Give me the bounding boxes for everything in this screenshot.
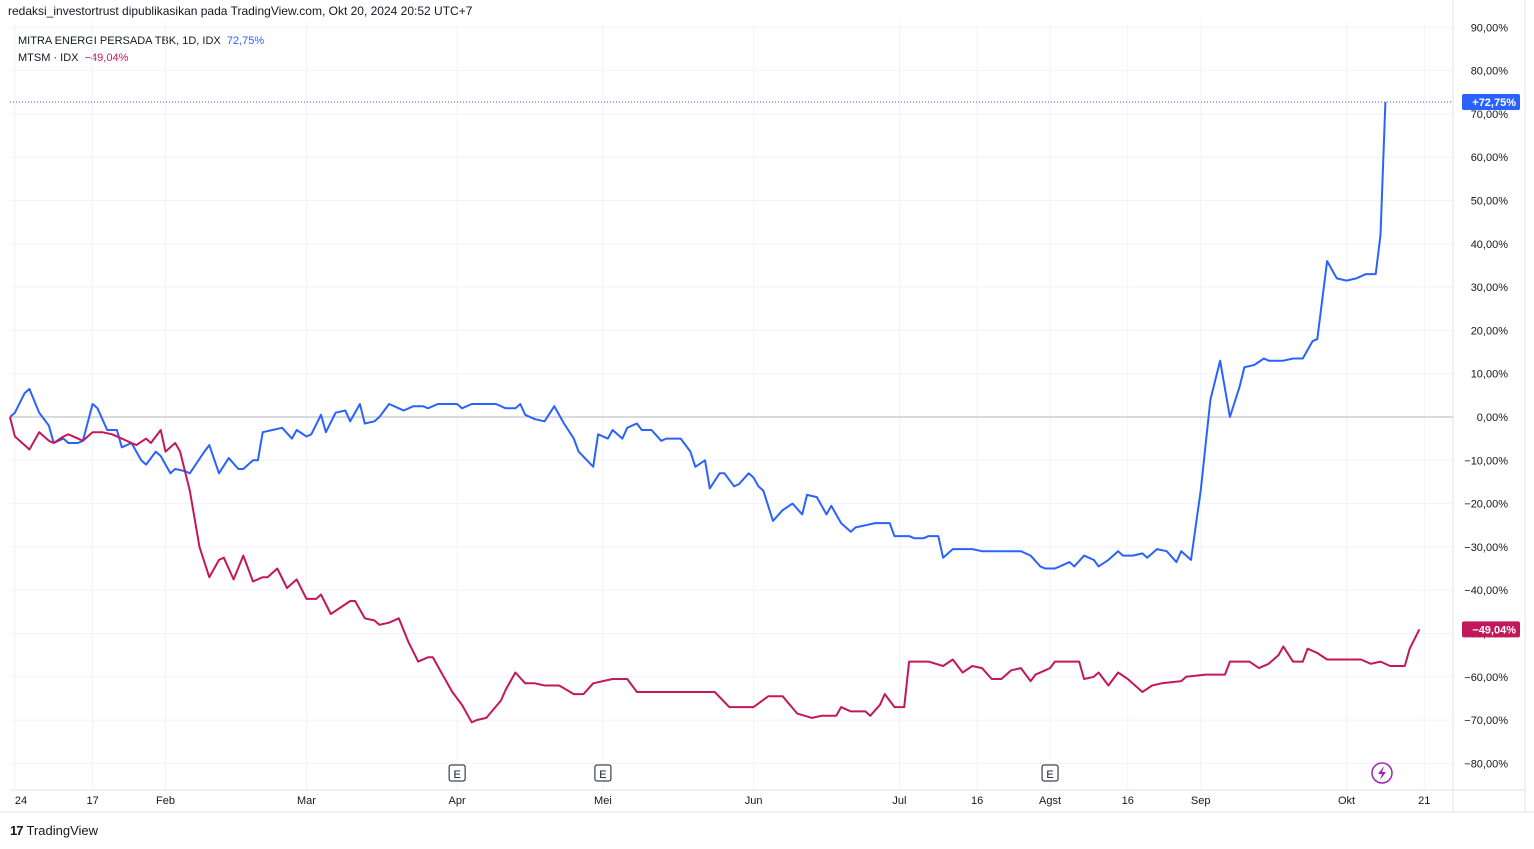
earnings-marker	[594, 764, 612, 782]
footer-brand-label: TradingView	[26, 823, 99, 838]
x-tick-label: Mei	[594, 795, 612, 807]
x-tick-label: Agst	[1039, 795, 1061, 807]
y-tick-label: −80,00%	[1464, 758, 1508, 770]
y-tick-label: 50,00%	[1471, 196, 1509, 208]
x-tick-label: 17	[86, 795, 98, 807]
price-label-badge	[1462, 93, 1520, 110]
x-tick-label: 16	[1122, 795, 1134, 807]
tradingview-logo-icon: 17	[10, 823, 24, 838]
y-tick-label: 20,00%	[1471, 325, 1509, 337]
y-tick-label: 70,00%	[1471, 109, 1509, 121]
series-line-2	[9, 416, 1421, 724]
series-line-1	[9, 101, 1387, 570]
earnings-marker	[1041, 764, 1059, 782]
x-tick-label: Mar	[297, 795, 316, 807]
earnings-marker	[448, 764, 466, 782]
y-tick-label: 10,00%	[1471, 369, 1509, 381]
y-tick-label: −30,00%	[1464, 542, 1508, 554]
y-tick-label: 30,00%	[1471, 282, 1509, 294]
y-tick-label: 80,00%	[1471, 66, 1509, 78]
x-tick-label: 16	[971, 795, 983, 807]
price-label-text: +72,75%	[1472, 97, 1516, 109]
lightning-icon-bolt	[1378, 766, 1386, 780]
footer-brand[interactable]: 17 TradingView	[10, 823, 98, 838]
legend-series-1-value: 72,75%	[226, 35, 265, 47]
price-label-text: −49,04%	[1472, 624, 1516, 636]
x-tick-label: 21	[1418, 795, 1430, 807]
legend-series-1[interactable]: MITRA ENERGI PERSADA TBK, 1D, IDX 72,75%	[18, 35, 264, 47]
y-tick-label: −40,00%	[1464, 585, 1508, 597]
legend-series-2[interactable]: MTSM · IDX −49,04%	[18, 52, 128, 64]
y-tick-label: 60,00%	[1471, 152, 1509, 164]
x-tick-label: 24	[15, 795, 27, 807]
y-tick-label: −10,00%	[1464, 455, 1508, 467]
price-label-badge	[1462, 621, 1520, 638]
y-tick-label: 40,00%	[1471, 239, 1509, 251]
x-tick-label: Jul	[892, 795, 906, 807]
legend-series-2-label: MTSM · IDX	[18, 52, 79, 64]
x-tick-label: Apr	[449, 795, 466, 807]
earnings-marker-label: E	[599, 769, 606, 781]
earnings-marker-label: E	[453, 769, 460, 781]
x-tick-label: Sep	[1191, 795, 1211, 807]
y-tick-label: 0,00%	[1477, 412, 1508, 424]
y-tick-label: −20,00%	[1464, 499, 1508, 511]
x-tick-label: Feb	[156, 795, 175, 807]
earnings-marker-label: E	[1046, 769, 1053, 781]
y-tick-label: −60,00%	[1464, 672, 1508, 684]
legend-series-1-label: MITRA ENERGI PERSADA TBK, 1D, IDX	[18, 35, 221, 47]
publisher-header: redaksi_investortrust dipublikasikan pad…	[8, 4, 473, 18]
x-tick-label: Jun	[745, 795, 763, 807]
legend-series-2-value: −49,04%	[84, 52, 129, 64]
y-tick-label: −70,00%	[1464, 715, 1508, 727]
y-tick-label: 90,00%	[1471, 22, 1509, 34]
x-tick-label: Okt	[1338, 795, 1355, 807]
